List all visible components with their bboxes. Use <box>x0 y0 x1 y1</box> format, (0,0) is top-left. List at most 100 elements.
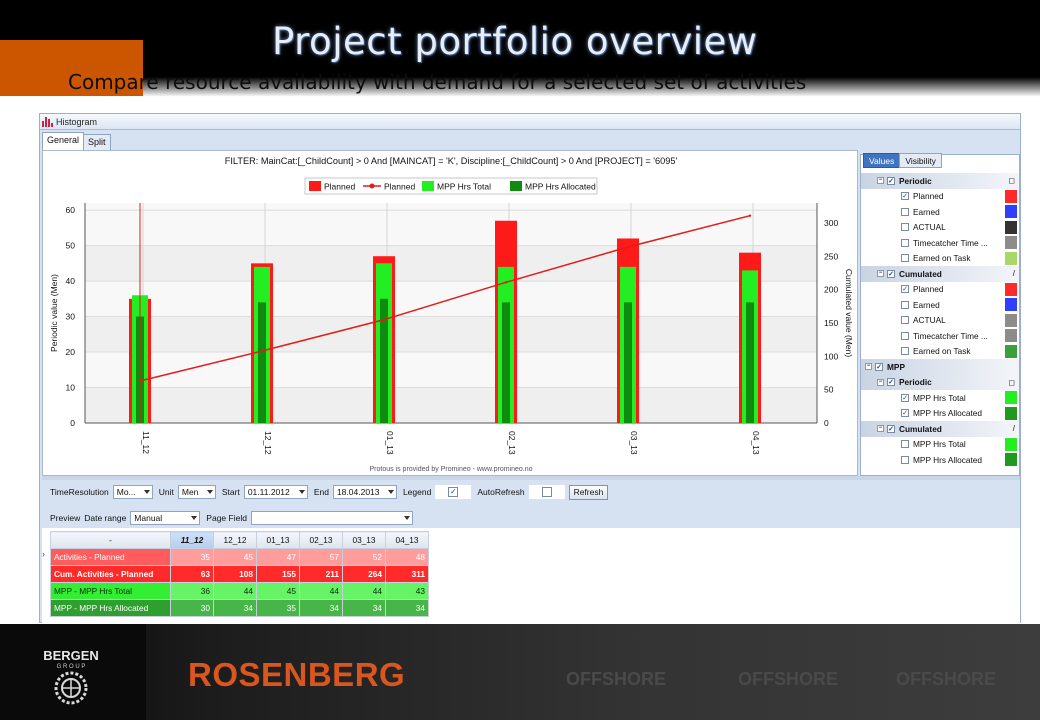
tree-group-row[interactable]: − ✓ MPP <box>861 359 1019 375</box>
grid-cell[interactable]: 34 <box>385 599 429 617</box>
grid-column-header[interactable]: 01_13 <box>256 531 300 549</box>
grid-cell[interactable]: 44 <box>299 582 343 600</box>
grid-cell[interactable]: 211 <box>299 565 343 583</box>
grid-cell[interactable]: 35 <box>256 599 300 617</box>
grid-cell[interactable]: 36 <box>170 582 214 600</box>
tab-values[interactable]: Values <box>863 153 901 168</box>
collapse-icon[interactable]: − <box>877 425 884 433</box>
start-date-picker[interactable]: 01.11.2012 <box>243 485 308 499</box>
grid-cell[interactable]: 43 <box>385 582 429 600</box>
grid-cell[interactable]: 311 <box>385 565 429 583</box>
grid-row[interactable]: MPP - MPP Hrs Allocated 30 34 35 34 34 34 <box>50 599 429 617</box>
grid-row[interactable]: MPP - MPP Hrs Total 36 44 45 44 44 43 <box>50 582 429 600</box>
visibility-checkbox[interactable] <box>901 440 909 449</box>
visibility-checkbox[interactable] <box>901 347 909 356</box>
tree-value-row[interactable]: Earned <box>861 297 1019 313</box>
grid-column-header[interactable]: 11_12 <box>170 531 214 549</box>
tab-visibility[interactable]: Visibility <box>899 153 942 168</box>
grid-cell[interactable]: 155 <box>256 565 300 583</box>
tree-group-row[interactable]: − ✓ Periodic ◻ <box>861 173 1019 189</box>
visibility-checkbox[interactable]: ✓ <box>887 176 895 185</box>
grid-row[interactable]: Cum. Activities - Planned 63 108 155 211 264 3… <box>50 565 429 583</box>
page-field-select[interactable] <box>250 511 413 525</box>
visibility-checkbox[interactable]: ✓ <box>901 285 909 294</box>
grid-cell[interactable]: 47 <box>256 548 300 566</box>
grid-row[interactable]: Activities - Planned 35 45 47 57 52 48 <box>50 548 429 566</box>
visibility-checkbox[interactable] <box>901 238 909 247</box>
chart-type-icon[interactable]: / <box>1012 269 1015 279</box>
visibility-checkbox[interactable] <box>901 254 909 263</box>
series-color-swatch[interactable] <box>1005 236 1017 249</box>
grid-cell[interactable]: 35 <box>170 548 214 566</box>
grid-cell[interactable]: 34 <box>342 599 386 617</box>
series-color-swatch[interactable] <box>1005 205 1017 218</box>
grid-column-header[interactable]: 03_13 <box>342 531 386 549</box>
grid-cell[interactable]: 48 <box>385 548 429 566</box>
tree-group-row[interactable]: − ✓ Cumulated / <box>861 266 1019 282</box>
chart-type-icon[interactable]: ◻ <box>1008 377 1015 387</box>
visibility-checkbox[interactable]: ✓ <box>901 393 909 402</box>
tree-value-row[interactable]: Earned on Task <box>861 251 1019 267</box>
visibility-checkbox[interactable]: ✓ <box>901 409 909 418</box>
grid-corner-cell[interactable]: - <box>50 531 171 549</box>
date-range-select[interactable]: Manual <box>130 511 201 525</box>
grid-cell[interactable]: 45 <box>213 548 257 566</box>
visibility-checkbox[interactable] <box>901 207 909 216</box>
chart-type-icon[interactable]: / <box>1012 424 1015 434</box>
tree-value-row[interactable]: Timecatcher Time ... <box>861 328 1019 344</box>
tab-split[interactable]: Split <box>83 134 111 150</box>
tree-value-row[interactable]: MPP Hrs Allocated <box>861 452 1019 468</box>
grid-cell[interactable]: 57 <box>299 548 343 566</box>
grid-column-header[interactable]: 12_12 <box>213 531 257 549</box>
visibility-checkbox[interactable] <box>901 455 909 464</box>
tree-value-row[interactable]: ✓ MPP Hrs Allocated <box>861 406 1019 422</box>
visibility-checkbox[interactable]: ✓ <box>887 424 895 433</box>
panel-splitter[interactable] <box>42 476 1020 480</box>
collapse-icon[interactable]: − <box>865 363 872 371</box>
unit-select[interactable]: Men <box>177 485 216 499</box>
series-color-swatch[interactable] <box>1005 220 1017 234</box>
preview-label[interactable]: Preview <box>50 513 81 523</box>
time-resolution-select[interactable]: Mo... <box>112 485 153 499</box>
legend-checkbox[interactable]: ✓ <box>448 487 459 497</box>
series-color-swatch[interactable] <box>1005 406 1017 420</box>
tree-value-row[interactable]: Timecatcher Time ... <box>861 235 1019 251</box>
series-color-swatch[interactable] <box>1005 329 1017 342</box>
tree-group-row[interactable]: − ✓ Periodic ◻ <box>861 374 1019 390</box>
tree-value-row[interactable]: ACTUAL <box>861 220 1019 236</box>
grid-cell[interactable]: 34 <box>299 599 343 617</box>
collapse-icon[interactable]: − <box>877 177 884 185</box>
tree-value-row[interactable]: ✓ MPP Hrs Total <box>861 390 1019 406</box>
series-color-swatch[interactable] <box>1005 298 1017 311</box>
series-color-swatch[interactable] <box>1005 437 1017 451</box>
collapse-icon[interactable]: − <box>877 270 884 278</box>
grid-cell[interactable]: 30 <box>170 599 214 617</box>
visibility-checkbox[interactable] <box>901 223 909 232</box>
tree-value-row[interactable]: ACTUAL <box>861 313 1019 329</box>
grid-cell[interactable]: 108 <box>213 565 257 583</box>
grid-column-header[interactable]: 04_13 <box>385 531 429 549</box>
series-color-swatch[interactable] <box>1005 282 1017 296</box>
series-color-swatch[interactable] <box>1005 189 1017 203</box>
grid-cell[interactable]: 34 <box>213 599 257 617</box>
collapse-icon[interactable]: − <box>877 378 884 386</box>
grid-cell[interactable]: 45 <box>256 582 300 600</box>
tree-value-row[interactable]: ✓ Planned <box>861 189 1019 205</box>
grid-cell[interactable]: 44 <box>213 582 257 600</box>
grid-cell[interactable]: 44 <box>342 582 386 600</box>
visibility-checkbox[interactable]: ✓ <box>875 362 883 371</box>
tree-value-row[interactable]: ✓ Planned <box>861 282 1019 298</box>
visibility-checkbox[interactable] <box>901 300 909 309</box>
visibility-checkbox[interactable]: ✓ <box>887 269 895 278</box>
grid-cell[interactable]: 264 <box>342 565 386 583</box>
grid-column-header[interactable]: 02_13 <box>299 531 343 549</box>
visibility-checkbox[interactable] <box>901 316 909 325</box>
refresh-button[interactable]: Refresh <box>568 484 609 500</box>
series-color-swatch[interactable] <box>1005 344 1017 358</box>
visibility-checkbox[interactable] <box>901 331 909 340</box>
grid-cell[interactable]: 63 <box>170 565 214 583</box>
visibility-checkbox[interactable]: ✓ <box>887 378 895 387</box>
series-color-swatch[interactable] <box>1005 313 1017 327</box>
grid-cell[interactable]: 52 <box>342 548 386 566</box>
series-color-swatch[interactable] <box>1005 391 1017 404</box>
